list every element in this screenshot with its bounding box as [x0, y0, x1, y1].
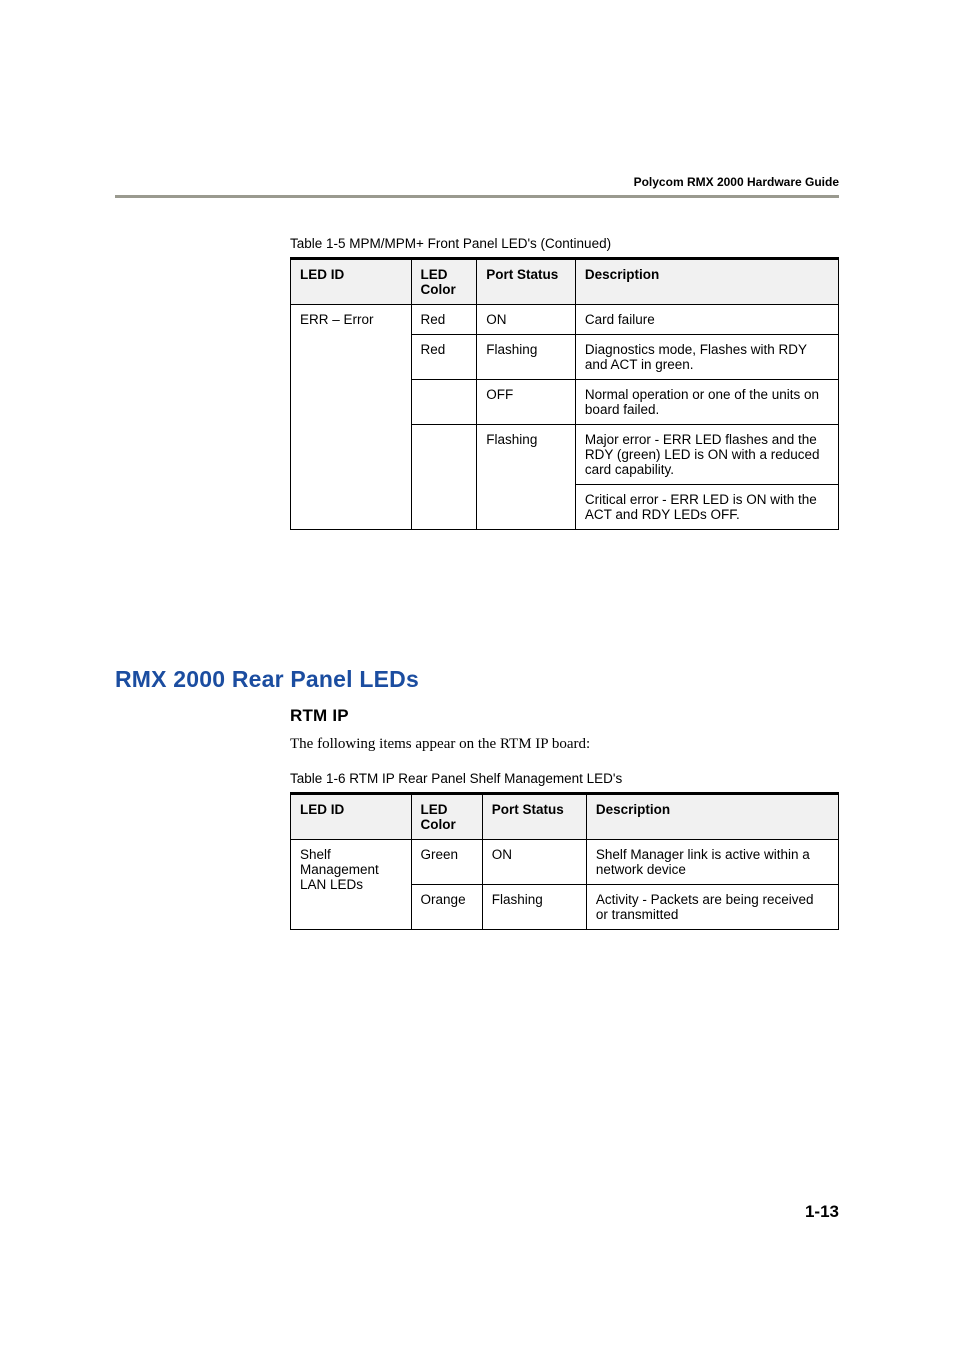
table2-caption: Table 1-6 RTM IP Rear Panel Shelf Manage… — [290, 771, 839, 786]
cell-desc: Diagnostics mode, Flashes with RDY and A… — [575, 335, 838, 380]
cell-desc: Normal operation or one of the units on … — [575, 380, 838, 425]
cell-status: Flashing — [477, 425, 576, 530]
cell-status: ON — [477, 305, 576, 335]
cell-color — [411, 425, 477, 530]
cell-desc: Major error - ERR LED flashes and the RD… — [575, 425, 838, 485]
running-header: Polycom RMX 2000 Hardware Guide — [634, 175, 839, 189]
cell-desc: Critical error - ERR LED is ON with the … — [575, 485, 838, 530]
table-mpm-leds: LED ID LED Color Port Status Description… — [290, 257, 839, 530]
page-number: 1-13 — [805, 1202, 839, 1222]
cell-desc: Card failure — [575, 305, 838, 335]
cell-color: Red — [411, 335, 477, 380]
cell-status: Flashing — [482, 885, 586, 930]
table2-col-color: LED Color — [411, 794, 482, 840]
table2-col-ledid: LED ID — [291, 794, 412, 840]
table-row: ERR – Error Red ON Card failure — [291, 305, 839, 335]
table1-caption: Table 1-5 MPM/MPM+ Front Panel LED's (Co… — [290, 236, 839, 251]
cell-color — [411, 380, 477, 425]
table1-caption-text: Table 1-5 MPM/MPM+ Front Panel LED's (Co… — [290, 236, 611, 251]
section-heading-rear-panel-leds: RMX 2000 Rear Panel LEDs — [115, 666, 419, 693]
cell-color: Red — [411, 305, 477, 335]
cell-ledid: ERR – Error — [291, 305, 412, 530]
cell-desc: Shelf Manager link is active within a ne… — [586, 840, 838, 885]
table2-col-desc: Description — [586, 794, 838, 840]
cell-status: ON — [482, 840, 586, 885]
cell-ledid: Shelf Management LAN LEDs — [291, 840, 412, 930]
table-rtm-ip-leds: LED ID LED Color Port Status Description… — [290, 792, 839, 930]
subsection-block: RTM IP The following items appear on the… — [290, 706, 839, 930]
table2-col-status: Port Status — [482, 794, 586, 840]
subsection-heading-rtm-ip: RTM IP — [290, 706, 839, 726]
main-content: Table 1-5 MPM/MPM+ Front Panel LED's (Co… — [290, 236, 839, 530]
header-rule — [115, 195, 839, 198]
table1-col-status: Port Status — [477, 259, 576, 305]
cell-desc: Activity - Packets are being received or… — [586, 885, 838, 930]
cell-color: Orange — [411, 885, 482, 930]
cell-status: OFF — [477, 380, 576, 425]
table1-col-ledid: LED ID — [291, 259, 412, 305]
cell-color: Green — [411, 840, 482, 885]
table1-col-desc: Description — [575, 259, 838, 305]
subsection-intro: The following items appear on the RTM IP… — [290, 736, 839, 753]
table-row: Shelf Management LAN LEDs Green ON Shelf… — [291, 840, 839, 885]
table2-caption-text: Table 1-6 RTM IP Rear Panel Shelf Manage… — [290, 771, 622, 786]
cell-status: Flashing — [477, 335, 576, 380]
table1-col-color: LED Color — [411, 259, 477, 305]
